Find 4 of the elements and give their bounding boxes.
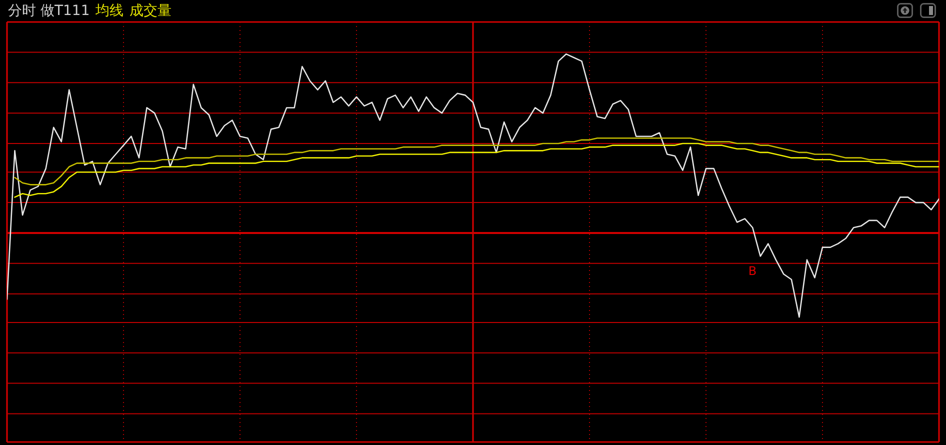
chart-title: 分时 做T111	[8, 2, 90, 20]
text: 均线	[96, 2, 124, 20]
annotation: B	[748, 264, 757, 278]
text: 成交量	[130, 2, 172, 20]
